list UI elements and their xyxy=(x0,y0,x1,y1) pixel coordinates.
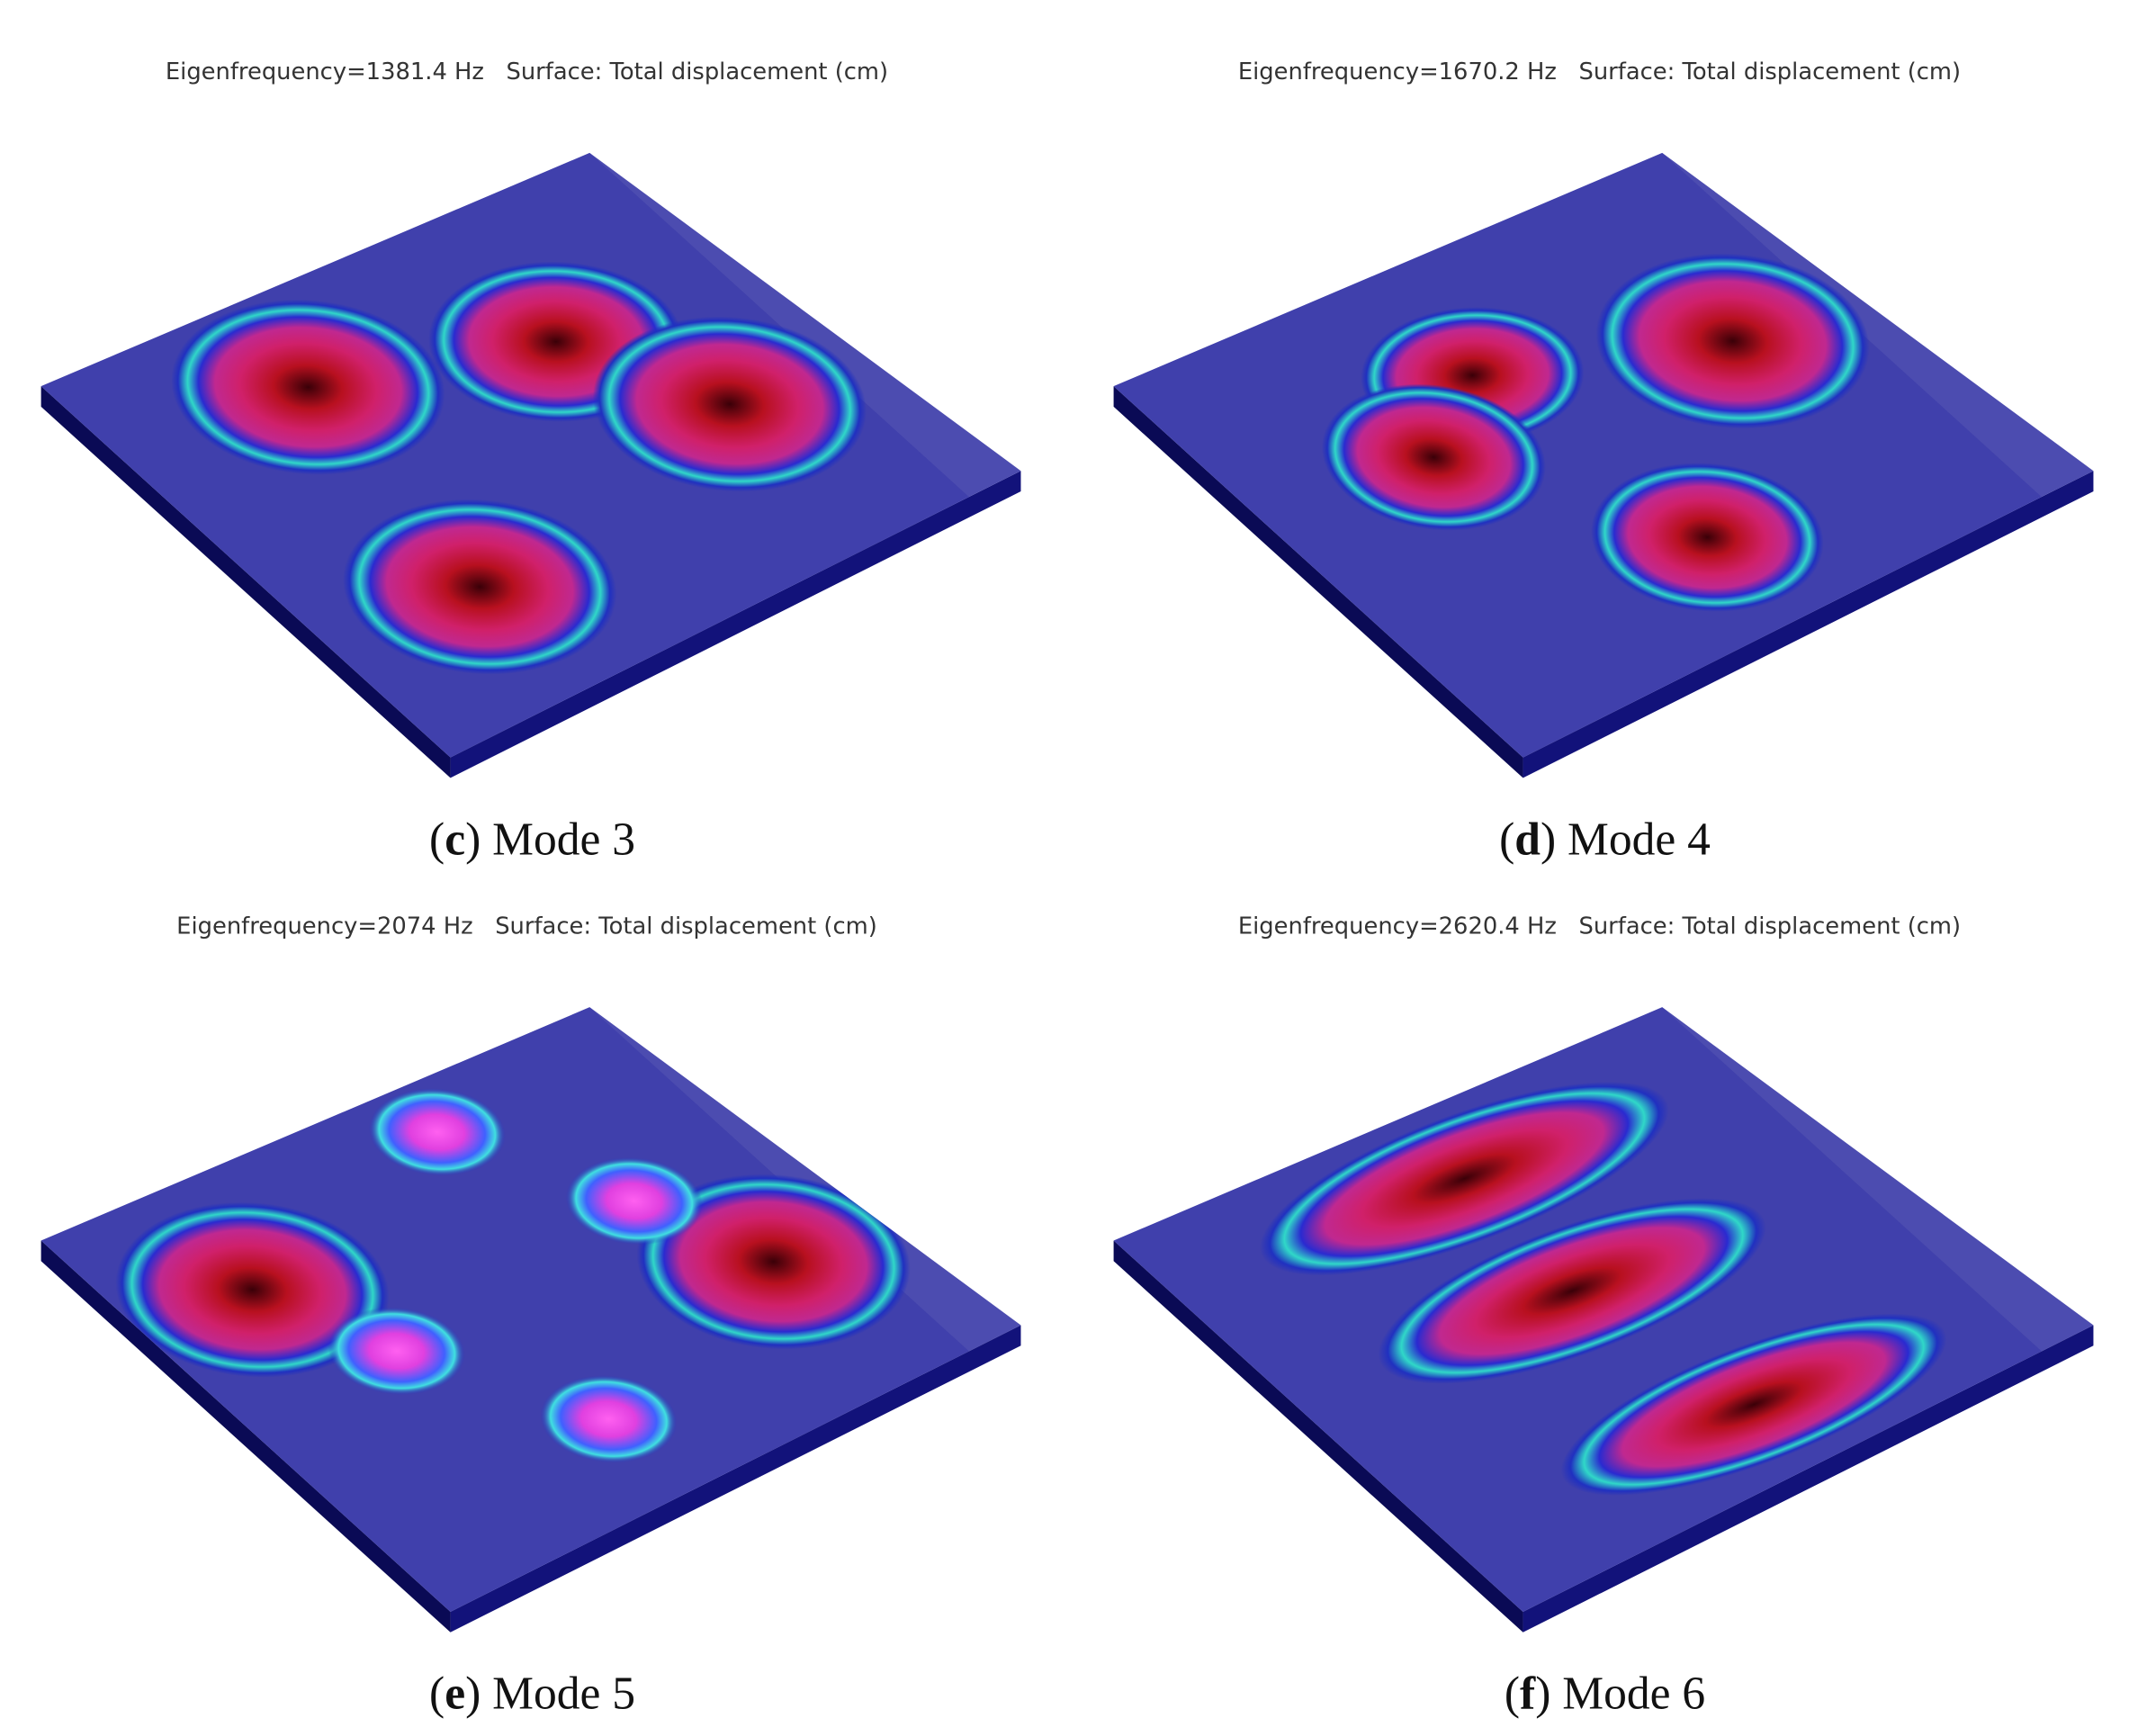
caption-part: e xyxy=(445,1669,465,1720)
caption-part: ( xyxy=(1499,814,1514,865)
caption-part: ( xyxy=(429,814,445,865)
mode-shape xyxy=(1113,1007,2072,1612)
plate-side xyxy=(450,471,1021,778)
antinode xyxy=(565,1156,703,1246)
panel-header: Eigenfrequency=2074 Hz Surface: Total di… xyxy=(176,913,877,940)
mode-field xyxy=(1113,152,2072,758)
panel-header: Eigenfrequency=1381.4 Hz Surface: Total … xyxy=(166,58,888,85)
panel-header: Eigenfrequency=2620.4 Hz Surface: Total … xyxy=(1238,913,1961,940)
antinode xyxy=(328,1307,465,1396)
plate-side xyxy=(1113,386,1523,778)
plate-side xyxy=(40,386,451,778)
dark-band xyxy=(1113,152,2072,758)
panel: Eigenfrequency=1381.4 Hz Surface: Total … xyxy=(40,58,1021,865)
antinode xyxy=(1260,1081,1669,1276)
plate-side xyxy=(1523,1325,2094,1633)
caption-part: ) Mode 3 xyxy=(465,814,635,865)
caption-part: ) Mode 5 xyxy=(465,1669,635,1720)
antinode xyxy=(343,499,617,675)
plate-side xyxy=(450,1325,1021,1633)
plate-side xyxy=(1113,1240,1523,1633)
panel-caption: (e) Mode 5 xyxy=(429,1669,635,1720)
plate-side xyxy=(40,1240,451,1633)
antinode xyxy=(1560,1313,1947,1496)
mode-field xyxy=(40,1007,1000,1612)
antinode xyxy=(115,1201,390,1378)
panel: Eigenfrequency=2074 Hz Surface: Total di… xyxy=(40,913,1021,1720)
caption-part: d xyxy=(1514,814,1541,865)
panel: Eigenfrequency=2620.4 Hz Surface: Total … xyxy=(1113,913,2094,1720)
panel: Eigenfrequency=1670.2 Hz Surface: Total … xyxy=(1113,58,2094,865)
mode-field xyxy=(40,152,1000,758)
antinode xyxy=(1321,383,1546,531)
caption-part: ( xyxy=(1505,1669,1520,1720)
antinode xyxy=(1378,1198,1766,1384)
plate-side xyxy=(1523,471,2094,778)
panel-caption: (f) Mode 6 xyxy=(1505,1669,1705,1720)
panel-caption: (c) Mode 3 xyxy=(429,814,635,865)
mode-shape xyxy=(40,1007,1000,1612)
antinode xyxy=(171,299,445,475)
antinode xyxy=(1591,463,1824,612)
caption-part: ) Mode 6 xyxy=(1535,1669,1705,1720)
antinode xyxy=(1595,253,1870,429)
caption-part: f xyxy=(1520,1669,1536,1720)
antinode xyxy=(636,1174,911,1350)
caption-part: ) Mode 4 xyxy=(1541,814,1711,865)
antinode xyxy=(540,1375,678,1463)
antinode xyxy=(592,316,867,492)
panel-header: Eigenfrequency=1670.2 Hz Surface: Total … xyxy=(1238,58,1961,85)
mode-field xyxy=(1113,1007,2072,1612)
caption-part: ( xyxy=(429,1669,445,1720)
mode-shape xyxy=(40,152,1000,758)
antinode xyxy=(368,1088,506,1176)
mode-shape xyxy=(1113,152,2072,758)
panel-caption: (d) Mode 4 xyxy=(1499,814,1711,865)
plate-top xyxy=(40,1007,1021,1612)
caption-part: c xyxy=(445,814,465,865)
